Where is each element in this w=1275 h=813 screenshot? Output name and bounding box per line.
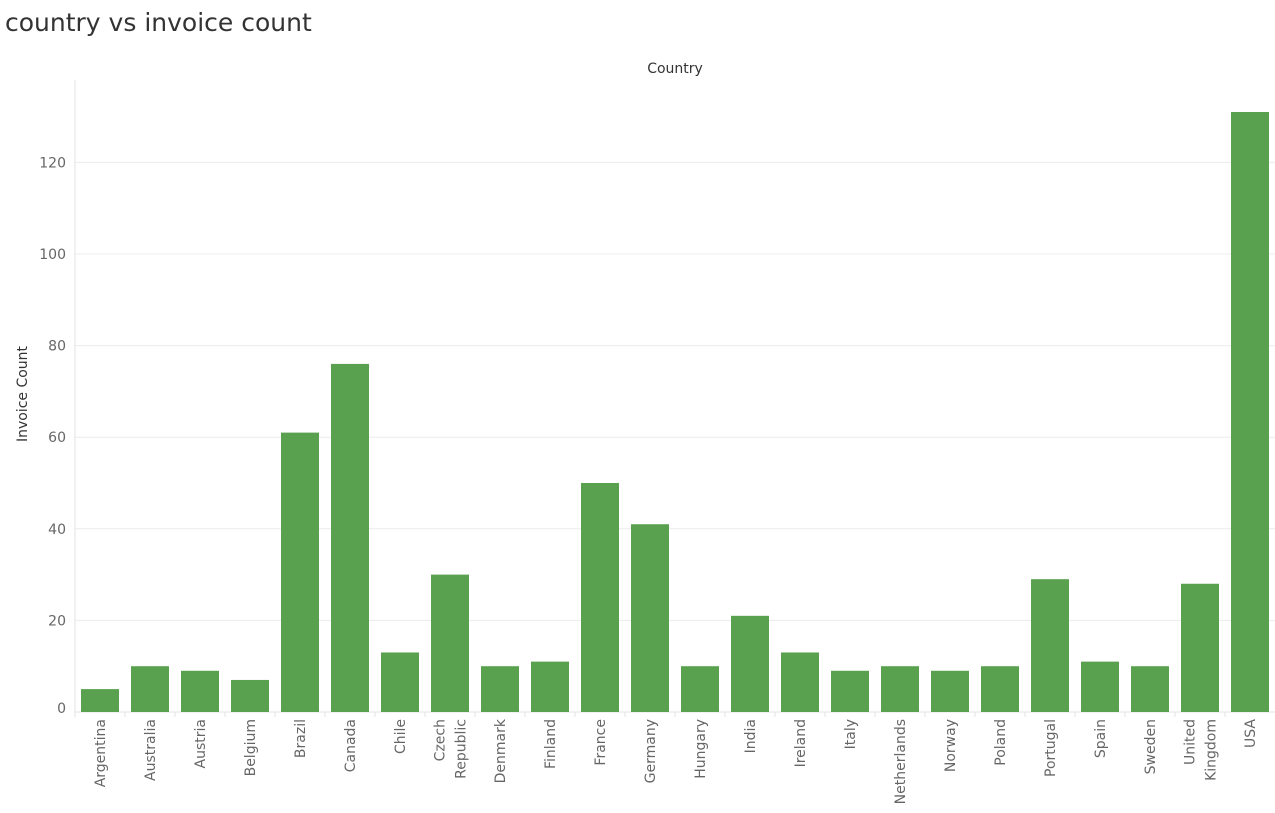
y-tick-label: 100: [39, 247, 66, 263]
x-tick-label-finland: Finland: [543, 719, 559, 769]
bar-austria[interactable]: [181, 670, 219, 712]
x-tick-label-brazil: Brazil: [293, 719, 309, 758]
bar-spain[interactable]: [1081, 661, 1119, 712]
x-tick-label: Brazil: [293, 719, 309, 758]
x-tick-label: United: [1183, 719, 1199, 765]
bar-germany[interactable]: [631, 524, 669, 712]
x-tick-label-sweden: Sweden: [1143, 719, 1159, 774]
y-tick-label: 40: [48, 522, 66, 538]
y-axis-title: Invoice Count: [15, 345, 31, 442]
x-tick-label: Austria: [193, 719, 209, 768]
x-tick-label-hungary: Hungary: [693, 719, 709, 779]
x-tick-label-india: India: [743, 719, 759, 753]
x-tick-label-poland: Poland: [993, 719, 1009, 766]
x-tick-label-denmark: Denmark: [493, 718, 509, 783]
x-tick-label-france: France: [593, 719, 609, 766]
x-tick-label: Italy: [843, 719, 859, 749]
x-tick-label: Czech: [433, 719, 449, 761]
x-tick-label-canada: Canada: [343, 719, 359, 772]
y-tick-label: 0: [57, 701, 66, 717]
x-tick-label: Belgium: [243, 719, 259, 776]
bar-chile[interactable]: [381, 652, 419, 712]
bar-poland[interactable]: [981, 666, 1019, 712]
x-tick-label: India: [743, 719, 759, 753]
x-tick-label-czech-republic: Czech Republic: [433, 719, 470, 779]
x-tick-label: Portugal: [1043, 719, 1059, 777]
x-tick-label-portugal: Portugal: [1043, 719, 1059, 777]
x-tick-label: Denmark: [493, 718, 509, 783]
x-tick-label: Ireland: [793, 719, 809, 767]
y-axis-ticks: 0 20 40 60 80 100 120: [39, 155, 66, 717]
x-axis-ticks: Argentina Australia Austria Belgium Brazil Ca…: [74, 712, 1259, 804]
x-tick-label: Chile: [393, 719, 409, 754]
bar-belgium[interactable]: [231, 679, 269, 712]
x-tick-label-norway: Norway: [943, 719, 959, 772]
y-tick-label: 120: [39, 155, 66, 171]
bar-australia[interactable]: [131, 666, 169, 712]
bar-india[interactable]: [731, 615, 769, 712]
x-tick-label-austria: Austria: [193, 719, 209, 768]
bar-portugal[interactable]: [1031, 579, 1069, 712]
x-tick-label: Hungary: [693, 719, 709, 779]
y-tick-label: 20: [48, 613, 66, 629]
x-tick-label-italy: Italy: [843, 719, 859, 749]
bar-usa[interactable]: [1231, 112, 1269, 712]
y-tick-label: 80: [48, 339, 66, 355]
x-tick-label-united-kingdom: United Kingdom: [1183, 719, 1220, 781]
x-tick-label-germany: Germany: [643, 719, 659, 783]
y-tick-label: 60: [48, 430, 66, 446]
x-tick-label: Norway: [943, 719, 959, 772]
bar-sweden[interactable]: [1131, 666, 1169, 712]
x-tick-label: Finland: [543, 719, 559, 769]
bar-denmark[interactable]: [481, 666, 519, 712]
x-tick-label: Argentina: [93, 719, 109, 787]
x-tick-label: Kingdom: [1204, 719, 1220, 781]
x-tick-label: Netherlands: [893, 719, 909, 804]
x-tick-label: Sweden: [1143, 719, 1159, 774]
bar-norway[interactable]: [931, 670, 969, 712]
x-tick-label-spain: Spain: [1093, 719, 1109, 758]
x-tick-label-australia: Australia: [143, 719, 159, 781]
bar-united-kingdom[interactable]: [1181, 583, 1219, 712]
chart-title: country vs invoice count: [5, 8, 312, 37]
x-tick-label: France: [593, 719, 609, 766]
bars: [81, 112, 1269, 712]
x-tick-label: Germany: [643, 719, 659, 783]
x-tick-label-chile: Chile: [393, 719, 409, 754]
bar-finland[interactable]: [531, 661, 569, 712]
x-tick-label: Poland: [993, 719, 1009, 766]
bar-france[interactable]: [581, 482, 619, 712]
x-tick-label-netherlands: Netherlands: [893, 719, 909, 804]
bar-czech-republic[interactable]: [431, 574, 469, 712]
x-tick-label-belgium: Belgium: [243, 719, 259, 776]
bar-brazil[interactable]: [281, 432, 319, 712]
bar-ireland[interactable]: [781, 652, 819, 712]
x-tick-label: Canada: [343, 719, 359, 772]
bar-canada[interactable]: [331, 363, 369, 712]
bar-hungary[interactable]: [681, 666, 719, 712]
bar-italy[interactable]: [831, 670, 869, 712]
column-header: Country: [647, 61, 703, 77]
bar-netherlands[interactable]: [881, 666, 919, 712]
x-tick-label: Republic: [454, 719, 470, 779]
x-tick-label-argentina: Argentina: [93, 719, 109, 787]
x-tick-label: USA: [1243, 719, 1259, 748]
x-tick-label-usa: USA: [1243, 719, 1259, 748]
x-tick-label-ireland: Ireland: [793, 719, 809, 767]
bar-argentina[interactable]: [81, 689, 119, 712]
x-tick-label: Spain: [1093, 719, 1109, 758]
gridlines: [75, 161, 1275, 621]
x-tick-label: Australia: [143, 719, 159, 781]
